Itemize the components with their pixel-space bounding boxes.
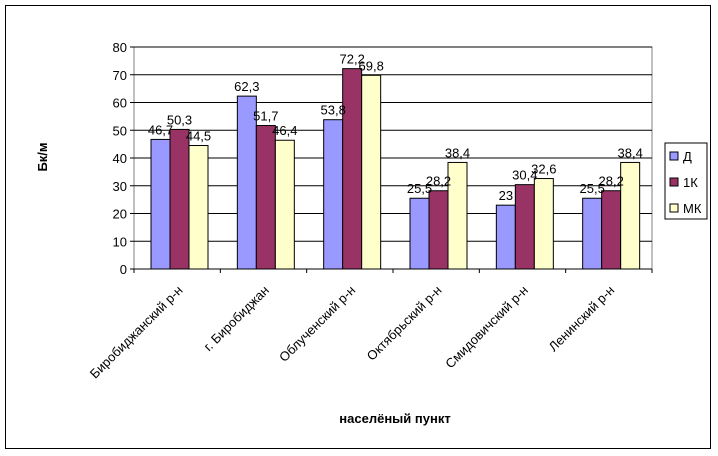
legend-swatch xyxy=(669,177,679,187)
data-label: 51,7 xyxy=(253,109,278,124)
y-tick-label: 30 xyxy=(113,179,127,194)
legend-label: МК xyxy=(683,201,702,216)
data-label: 69,8 xyxy=(359,58,384,73)
bar-2-0 xyxy=(188,145,209,270)
y-tick-label: 70 xyxy=(113,68,127,83)
legend-label: Д xyxy=(683,149,692,164)
bar-1-5 xyxy=(601,190,622,270)
x-tick-label: Биробиджанский р-н xyxy=(87,283,186,382)
bar-2-5 xyxy=(620,161,641,270)
data-label: 30,4 xyxy=(512,168,537,183)
y-tick-labels: 0 10 20 30 40 50 60 70 80 xyxy=(113,40,127,277)
bar-0-4 xyxy=(495,204,516,270)
bar-2-1 xyxy=(274,139,295,270)
y-axis-label: Бк/м xyxy=(35,142,50,171)
data-label: 50,3 xyxy=(167,112,192,127)
bar-0-5 xyxy=(582,197,603,270)
data-label: 72,2 xyxy=(340,52,365,67)
data-label: 53,8 xyxy=(321,103,346,118)
data-label: 32,6 xyxy=(531,162,556,177)
x-tick-label: г. Биробиджан xyxy=(201,283,272,354)
bar-1-4 xyxy=(514,184,535,270)
data-label: 46,4 xyxy=(272,123,297,138)
legend-label: 1К xyxy=(683,175,698,190)
bars xyxy=(150,68,641,270)
x-tick-label: Октябрьский р-н xyxy=(364,283,445,364)
y-tick-label: 0 xyxy=(120,262,127,277)
data-label: 62,3 xyxy=(234,79,259,94)
bar-0-0 xyxy=(150,138,171,270)
bar-2-4 xyxy=(533,178,554,270)
data-label: 28,2 xyxy=(426,174,451,189)
bar-1-2 xyxy=(342,68,363,270)
y-tick-label: 20 xyxy=(113,207,127,222)
bar-0-2 xyxy=(323,119,344,270)
bar-1-1 xyxy=(255,125,276,270)
data-label: 38,4 xyxy=(445,145,470,160)
legend: Д 1К МК xyxy=(664,142,708,220)
data-label: 44,5 xyxy=(186,129,211,144)
bar-1-0 xyxy=(169,128,190,270)
data-label: 23 xyxy=(499,188,513,203)
bar-0-3 xyxy=(409,197,430,270)
data-label: 25,5 xyxy=(580,181,605,196)
bar-1-3 xyxy=(428,190,449,270)
gridlines xyxy=(130,46,653,273)
y-tick-label: 60 xyxy=(113,96,127,111)
data-label: 25,5 xyxy=(407,181,432,196)
x-tick-label: Ленинский р-н xyxy=(546,283,618,355)
bar-2-2 xyxy=(361,74,382,270)
y-tick-label: 80 xyxy=(113,40,127,55)
x-tick-labels: Биробиджанский р-н г. Биробиджан Облученск… xyxy=(87,283,617,382)
data-label: 38,4 xyxy=(618,145,643,160)
data-label: 28,2 xyxy=(599,174,624,189)
legend-swatch xyxy=(669,203,679,213)
y-tick-label: 40 xyxy=(113,151,127,166)
y-tick-label: 50 xyxy=(113,123,127,138)
x-tick-label: Смидовичский р-н xyxy=(442,283,531,372)
data-labels: 46,750,3 44,5 62,3 51,746,4 53,8 72,269,8 25,5… xyxy=(148,52,643,204)
data-label: 46,7 xyxy=(148,122,173,137)
x-axis-label: населёный пункт xyxy=(339,411,450,426)
x-tick-label: Облученский р-н xyxy=(276,283,358,365)
legend-swatch xyxy=(669,151,679,161)
y-tick-label: 10 xyxy=(113,234,127,249)
bar-2-3 xyxy=(447,161,468,270)
